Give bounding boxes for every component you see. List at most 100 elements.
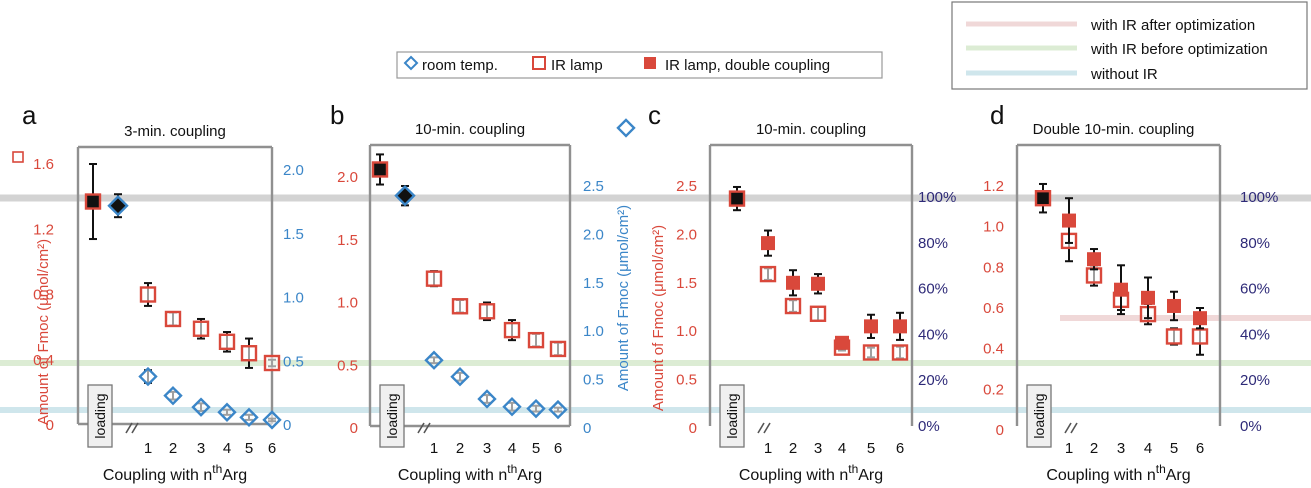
- marker-diamond-open: [262, 410, 282, 430]
- marker-square-open: [1085, 267, 1103, 284]
- data-point: [217, 402, 237, 422]
- y-tick-left: 1.0: [676, 323, 697, 340]
- y-tick-left: 0.4: [33, 352, 54, 369]
- data-point: [1167, 290, 1181, 322]
- marker-square-open: [862, 344, 880, 361]
- marker-square-filled: [1062, 213, 1076, 228]
- x-tick-label: 4: [1144, 440, 1152, 457]
- panel-title: Double 10-min. coupling: [1033, 121, 1195, 138]
- x-tick-label: 1: [144, 440, 152, 457]
- legend-label-before-optimization: with IR before optimization: [1090, 41, 1268, 58]
- y-tick-left: 2.0: [337, 169, 358, 186]
- data-point: [424, 350, 444, 370]
- legend-filled-square-icon: [644, 57, 656, 69]
- panel-title: 10-min. coupling: [756, 121, 866, 138]
- y-tick-right: 0.5: [283, 353, 304, 370]
- marker-diamond-loading: [107, 195, 129, 217]
- data-point: [1087, 248, 1101, 271]
- marker-square-filled: [893, 319, 907, 334]
- panel-a-marker-icon: [12, 151, 24, 163]
- legend-open-square-icon: [532, 56, 546, 70]
- x-tick-label: 4: [838, 440, 846, 457]
- y-tick-right: 0.5: [583, 372, 604, 389]
- x-tick-label: 2: [169, 440, 177, 457]
- series-diamond-filled-black: [394, 184, 416, 207]
- legend-markers-frame: [396, 51, 883, 79]
- panel-b: 10-min. coupling 0 0.5 1.0 1.5 2.0 0 0.5 1.0 1.5 2…: [337, 118, 636, 484]
- marker-diamond-open: [526, 398, 546, 419]
- x-tick-label: 5: [1170, 440, 1178, 457]
- x-axis-label: Coupling with nthArg: [739, 462, 883, 484]
- data-point: [371, 153, 389, 186]
- y-tick-left: 1.6: [33, 156, 54, 173]
- x-tick-label: 6: [268, 440, 276, 457]
- marker-diamond-open: [424, 350, 444, 370]
- ylabel-a-left: Amount of Fmoc (μmol/cm²): [35, 239, 52, 425]
- marker-square-open: [263, 354, 281, 372]
- marker-diamond-open: [217, 402, 237, 422]
- y-tick-right: 0%: [1240, 418, 1262, 435]
- x-tick-label: 2: [789, 440, 797, 457]
- x-tick-label: 3: [814, 440, 822, 457]
- loading-box: [87, 384, 113, 448]
- y-tick-left: 0: [996, 422, 1004, 439]
- marker-square-filled: [1167, 298, 1181, 313]
- marker-diamond-open: [616, 118, 636, 138]
- y-tick-right: 1.5: [283, 226, 304, 243]
- marker-square-filled: [1114, 282, 1128, 297]
- y-tick-right: 1.5: [583, 275, 604, 292]
- x-tick-label: 4: [508, 440, 516, 457]
- data-point: [239, 407, 259, 428]
- y-tick-left: 0.4: [983, 341, 1004, 358]
- data-point: [1114, 264, 1128, 316]
- y-tick-left: 0: [689, 420, 697, 437]
- data-point: [862, 344, 880, 361]
- series-square-filled-red: [1062, 197, 1207, 330]
- y-tick-right: 0: [583, 420, 591, 437]
- data-point: [240, 337, 258, 369]
- data-point: [1034, 182, 1052, 214]
- series-square-filled-red: [761, 229, 907, 350]
- x-tick-label: 2: [1090, 440, 1098, 457]
- marker-square-open: [891, 344, 909, 361]
- marker-diamond-loading: [394, 184, 416, 207]
- x-axis-label: Coupling with nthArg: [103, 462, 247, 484]
- data-point: [728, 185, 746, 212]
- marker-diamond-open: [502, 397, 522, 417]
- reference-lines: [0, 194, 1311, 413]
- y-tick-right: 20%: [1240, 372, 1270, 389]
- data-point: [616, 118, 636, 138]
- y-tick-right: 80%: [918, 235, 948, 252]
- ylabel-c-left: Amount of Fmoc (μmol/cm²): [650, 225, 667, 411]
- legend-markers: room temp. IR lamp IR lamp, double coupl…: [396, 51, 883, 79]
- series-square-open-red: [759, 265, 909, 361]
- series-square-filled-black: [371, 153, 389, 186]
- data-point: [107, 193, 129, 219]
- legend-lines: with IR after optimization with IR befor…: [951, 1, 1308, 90]
- x-axis-label: Coupling with nthArg: [398, 462, 542, 484]
- data-point: [527, 331, 545, 349]
- legend-item-ir-lamp: IR lamp: [551, 57, 603, 74]
- marker-diamond-open: [239, 407, 259, 428]
- marker-diamond-open: [191, 397, 211, 417]
- data-point: [1062, 197, 1076, 244]
- y-tick-right: 20%: [918, 372, 948, 389]
- series-square-filled-black: [728, 185, 746, 212]
- y-tick-left: 1.5: [337, 232, 358, 249]
- data-point: [192, 317, 210, 340]
- y-tick-left: 1.0: [983, 219, 1004, 236]
- y-tick-left: 0.5: [676, 372, 697, 389]
- x-tick-label: 2: [456, 440, 464, 457]
- data-point: [548, 399, 568, 420]
- marker-square-open: [218, 333, 236, 351]
- data-point: [761, 229, 775, 257]
- data-point: [191, 397, 211, 417]
- marker-square-filled: [864, 319, 878, 334]
- marker-square-filled: [1087, 252, 1101, 267]
- marker-square-open: [451, 298, 469, 315]
- data-point: [811, 273, 825, 295]
- panel-letter-b: b: [330, 100, 344, 130]
- plot-frame: [368, 143, 572, 428]
- data-point: [835, 335, 849, 350]
- series-diamond-open-blue: [616, 118, 636, 138]
